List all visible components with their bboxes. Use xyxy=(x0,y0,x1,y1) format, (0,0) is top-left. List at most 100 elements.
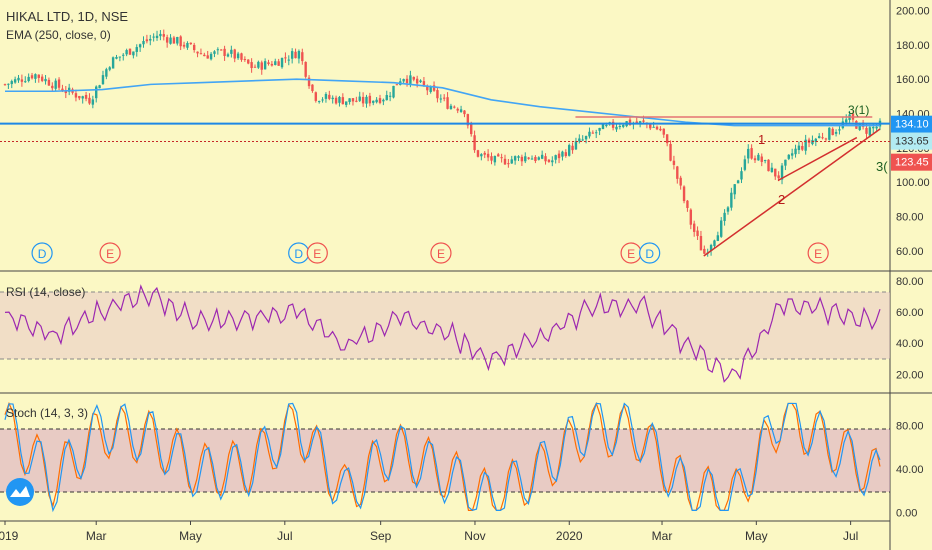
stoch-k-line xyxy=(4,402,881,513)
candle-body xyxy=(115,57,118,59)
candle-body xyxy=(571,145,574,151)
candle-body xyxy=(419,80,422,83)
candle-body xyxy=(429,87,432,93)
candle-body xyxy=(213,51,216,54)
candle-body xyxy=(321,99,324,101)
candle-body xyxy=(872,127,875,129)
candle-body xyxy=(845,119,848,123)
stoch-tick-label: 0.00 xyxy=(896,508,917,520)
candle-body xyxy=(524,156,527,162)
candle-body xyxy=(57,79,61,88)
candle-body xyxy=(81,96,84,99)
candle-body xyxy=(64,90,68,94)
candle-body xyxy=(20,79,24,82)
candle-body xyxy=(277,61,280,66)
candle-body xyxy=(40,76,44,81)
candle-body xyxy=(774,168,777,177)
trendline-long xyxy=(703,128,881,257)
candle-body xyxy=(324,93,328,99)
candle-body xyxy=(635,121,638,124)
candle-body xyxy=(686,200,689,208)
candle-body xyxy=(534,156,537,162)
candle-body xyxy=(814,138,818,142)
candle-body xyxy=(304,61,307,77)
candle-body xyxy=(34,74,37,79)
candle-body xyxy=(388,95,392,97)
earnings-marker xyxy=(306,242,328,264)
candle-body xyxy=(263,61,267,70)
candle-body xyxy=(78,95,81,99)
candle-body xyxy=(44,78,47,82)
candle-body xyxy=(510,159,513,164)
candle-body xyxy=(554,155,557,160)
candle-body xyxy=(270,63,274,66)
candle-body xyxy=(497,154,500,157)
candle-body xyxy=(98,85,101,89)
candle-body xyxy=(689,209,693,225)
candle-body xyxy=(567,145,571,156)
event-marker-letter: D xyxy=(645,247,654,261)
candle-body xyxy=(24,81,27,83)
candle-body xyxy=(463,110,466,115)
candle-body xyxy=(267,62,270,65)
candle-body xyxy=(226,54,230,57)
dividend-marker xyxy=(639,242,661,264)
candle-body xyxy=(473,135,476,151)
candle-body xyxy=(372,100,375,103)
candle-body xyxy=(422,81,426,86)
wave-label-1: 1 xyxy=(758,132,765,147)
candle-body xyxy=(196,51,199,54)
candle-body xyxy=(432,85,436,91)
candle-body xyxy=(682,186,686,202)
candle-body xyxy=(736,180,740,184)
candle-body xyxy=(405,78,409,84)
candle-body xyxy=(179,36,182,47)
candle-body xyxy=(615,126,618,130)
candle-body xyxy=(696,230,699,237)
price-tag-box xyxy=(891,115,932,133)
candle-body xyxy=(659,128,662,131)
candle-body xyxy=(790,153,794,156)
candle-body xyxy=(699,236,703,251)
price-tag-label: 134.10 xyxy=(895,119,929,131)
time-tick-label: May xyxy=(745,529,768,543)
candle-body xyxy=(331,97,334,100)
candle-body xyxy=(203,54,206,57)
candle-body xyxy=(544,156,547,162)
wave-label-3: 3( xyxy=(876,159,888,174)
candle-body xyxy=(122,54,125,56)
candle-body xyxy=(274,61,277,65)
candle-body xyxy=(503,158,507,165)
time-tick-label: Jul xyxy=(277,529,292,543)
candle-body xyxy=(236,53,240,59)
rsi-tick-label: 40.00 xyxy=(896,338,924,350)
price-tag-box xyxy=(891,132,932,150)
candle-body xyxy=(13,79,17,83)
time-tick-label: Mar xyxy=(652,529,673,543)
chart-title: HIKAL LTD, 1D, NSE xyxy=(6,9,128,24)
logo-mountain-icon xyxy=(10,486,30,497)
candle-body xyxy=(54,80,57,89)
tradingview-logo[interactable] xyxy=(6,478,34,506)
candle-body xyxy=(588,131,591,137)
candle-body xyxy=(294,51,297,59)
candle-body xyxy=(517,156,520,158)
candle-body xyxy=(182,44,186,47)
time-tick-label: Sep xyxy=(370,529,392,543)
candle-body xyxy=(199,53,203,55)
candle-body xyxy=(703,248,706,254)
candle-body xyxy=(395,84,399,86)
candle-body xyxy=(611,121,615,128)
candle-body xyxy=(250,62,253,69)
candle-body xyxy=(317,101,321,103)
candle-body xyxy=(743,159,747,170)
candle-body xyxy=(108,67,111,70)
candle-body xyxy=(763,160,767,162)
candle-body xyxy=(341,97,345,105)
candle-body xyxy=(172,37,176,44)
candle-body xyxy=(165,37,169,43)
candle-body xyxy=(206,55,209,59)
candle-body xyxy=(149,38,152,41)
